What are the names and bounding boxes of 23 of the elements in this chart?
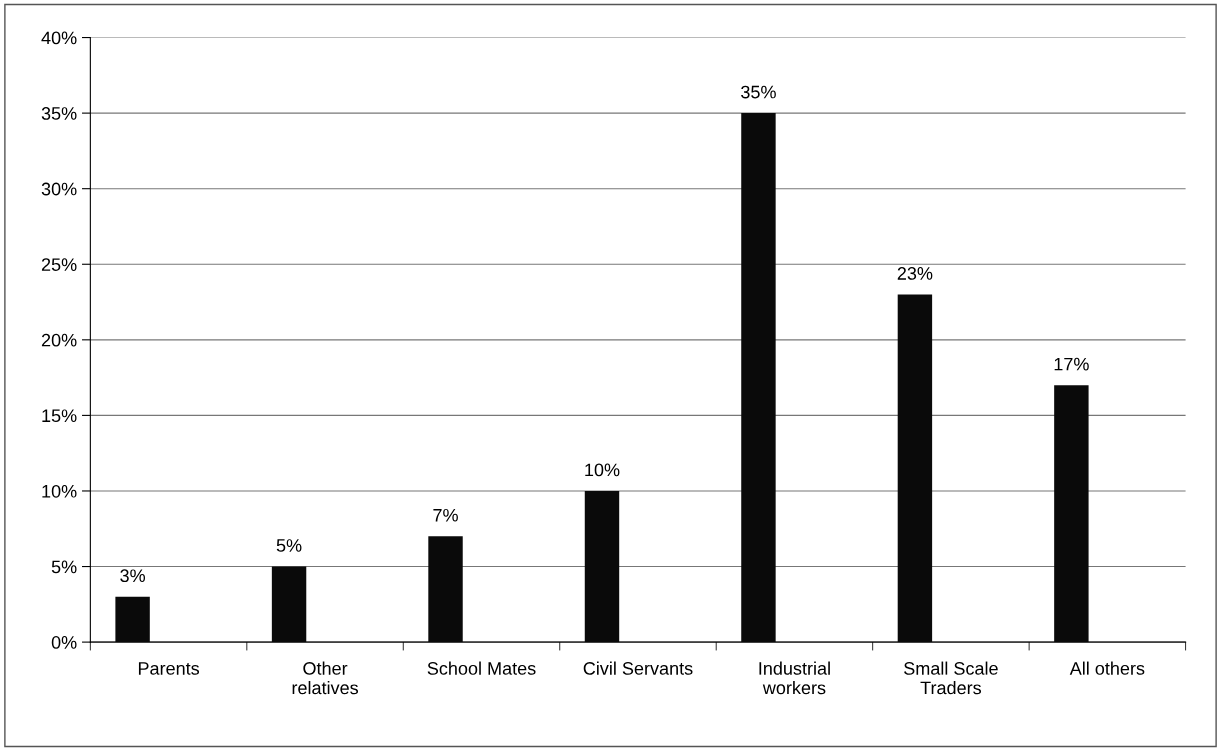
x-tick-label: All others (1069, 661, 1145, 675)
data-label: 23% (897, 267, 933, 280)
y-tick-label: 5% (51, 560, 77, 574)
y-tick-label: 40% (41, 31, 77, 45)
y-tick-label: 10% (42, 484, 77, 498)
x-tick-label: Industrial workers (759, 661, 830, 695)
data-label: 35% (741, 85, 776, 99)
y-tick-label: 25% (41, 258, 77, 271)
x-tick-label: School Mates (427, 661, 536, 675)
data-label: 3% (120, 569, 145, 583)
y-tick-label: 35% (41, 107, 77, 120)
data-label: 10% (585, 463, 620, 477)
y-tick-label: 30% (41, 182, 77, 196)
x-tick-label: Other relatives (292, 661, 359, 695)
y-tick-label: 20% (41, 333, 77, 347)
y-tick-label: 15% (42, 409, 77, 423)
y-tick-label: 0% (51, 636, 77, 649)
x-tick-label: Small Scale Traders (904, 661, 998, 695)
data-label: 5% (276, 539, 302, 552)
data-label: 17% (1054, 357, 1089, 371)
data-label: 7% (433, 508, 458, 522)
x-tick-label: Parents (138, 662, 200, 675)
x-tick-label: Civil Servants (583, 661, 693, 675)
